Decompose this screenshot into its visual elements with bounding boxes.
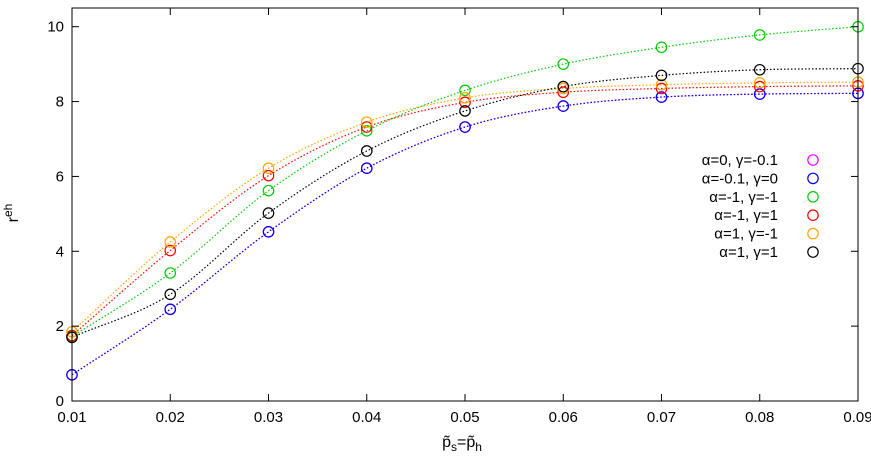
- data-point: [557, 86, 570, 99]
- data-point: [164, 244, 177, 257]
- data-point: [655, 78, 668, 91]
- y-tick-label: 6: [56, 168, 64, 185]
- legend-marker: [807, 172, 819, 185]
- x-tick-label: 0.01: [57, 409, 86, 426]
- data-point: [360, 124, 373, 137]
- x-label-sub1: s: [451, 440, 457, 454]
- data-point: [557, 58, 570, 70]
- x-tick-label: 0.07: [647, 409, 676, 426]
- legend-marker: [807, 209, 819, 221]
- series-curve: [71, 68, 859, 338]
- x-tick-label: 0.06: [549, 409, 578, 426]
- data-point: [360, 116, 373, 128]
- x-tick-label: 0.02: [156, 409, 185, 426]
- data-point: [360, 145, 373, 157]
- data-point: [655, 69, 668, 82]
- tick-labels: 0.01 0.02 0.03 0.04 0.05 0.06 0.07 0.08 0.09 0 2 4 6…: [47, 19, 871, 426]
- legend-entry-label: α=-1, γ=-1: [709, 189, 778, 206]
- series-curve: [71, 81, 859, 333]
- legend-entry-label: α=0, γ=-0.1: [702, 152, 778, 169]
- series-curve: [71, 92, 859, 376]
- data-point: [753, 88, 766, 100]
- data-point: [164, 288, 177, 301]
- data-point: [164, 267, 177, 279]
- legend-marker: [807, 154, 819, 166]
- legend-entry-label: α=1, γ=1: [719, 244, 778, 261]
- data-point: [262, 226, 275, 238]
- data-point: [655, 82, 668, 95]
- data-point: [655, 41, 668, 54]
- data-point: [557, 80, 570, 93]
- x-label-p1: p̃: [442, 434, 451, 451]
- y-tick-label: 2: [56, 318, 64, 335]
- data-point: [459, 105, 471, 117]
- y-label-base: r: [5, 216, 22, 222]
- legend-marker: [807, 191, 819, 203]
- data-point: [262, 162, 275, 174]
- data-point: [164, 236, 177, 248]
- data-point: [753, 80, 766, 93]
- data-point: [459, 121, 471, 133]
- data-point: [655, 91, 668, 103]
- y-tick-label: 10: [47, 19, 64, 36]
- data-point: [262, 184, 275, 197]
- y-axis-label: reh: [1, 204, 22, 223]
- legend-marker: [807, 246, 819, 258]
- y-tick-label: 0: [56, 393, 64, 410]
- legend-marker: [807, 227, 819, 240]
- legend-entry-label: α=-1, γ=1: [714, 207, 778, 224]
- axis-ticks: [71, 8, 859, 402]
- data-point: [459, 84, 471, 97]
- fit-curves: [71, 26, 859, 376]
- y-tick-label: 8: [56, 94, 64, 111]
- data-point: [360, 162, 373, 174]
- legend-entry-label: α=1, γ=-1: [714, 226, 778, 243]
- y-label-sup: eh: [1, 204, 15, 217]
- data-point: [753, 29, 766, 41]
- legend: α=0, γ=-0.1α=-0.1, γ=0 α=-1, γ=-1α=-1, γ=…: [702, 152, 819, 261]
- x-tick-label: 0.05: [450, 409, 479, 426]
- data-point: [753, 77, 766, 89]
- x-tick-label: 0.08: [745, 409, 774, 426]
- legend-entry-label: α=-0.1, γ=0: [702, 170, 778, 187]
- x-tick-label: 0.09: [843, 409, 871, 426]
- data-point: [360, 121, 373, 133]
- data-point: [262, 207, 275, 219]
- data-point: [557, 100, 570, 112]
- data-point: [262, 169, 275, 182]
- series-curve: [71, 85, 859, 336]
- x-label-sub2: h: [475, 440, 482, 454]
- data-point: [753, 63, 766, 76]
- y-tick-label: 4: [56, 243, 64, 260]
- x-tick-label: 0.04: [352, 409, 381, 426]
- x-axis-label: p̃s=p̃h: [442, 434, 482, 454]
- data-point: [459, 92, 471, 104]
- data-point: [164, 303, 177, 316]
- x-label-eq: =p̃: [457, 434, 475, 451]
- data-point: [459, 96, 471, 109]
- x-tick-label: 0.03: [254, 409, 283, 426]
